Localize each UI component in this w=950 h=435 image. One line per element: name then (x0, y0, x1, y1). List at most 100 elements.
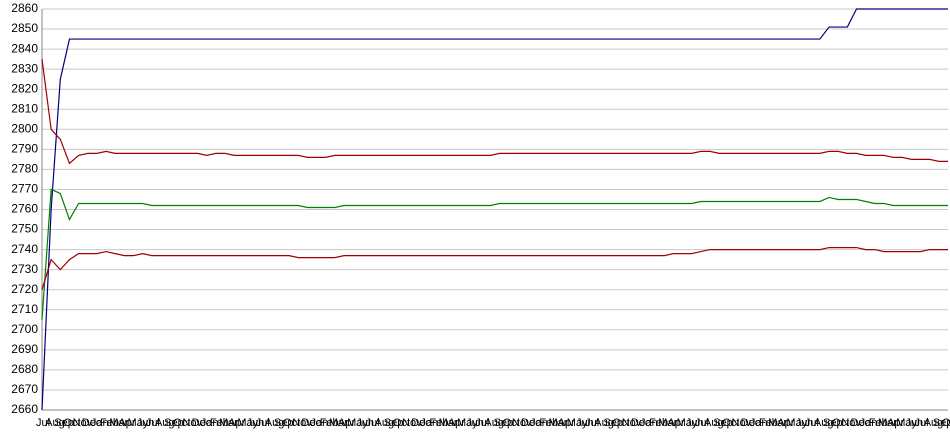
x-tick-label: Feb (320, 417, 339, 429)
series-line (41, 8, 948, 411)
x-tick-label: Aug (924, 417, 944, 429)
x-tick-label: Feb (649, 417, 668, 429)
x-tick-label: Aug (814, 417, 834, 429)
x-tick-label: Dec (631, 417, 651, 429)
x-tick-label: Jan (311, 417, 329, 429)
x-tick-label: Nov (182, 417, 202, 429)
x-tick-label: Apr (667, 417, 684, 429)
x-tick-label: Nov (732, 417, 752, 429)
x-tick-label: Dec (850, 417, 870, 429)
y-tick-label: 2690 (11, 342, 38, 356)
x-tick-label: Jan (860, 417, 878, 429)
x-tick-label: Sep (713, 417, 733, 429)
x-tick-label: Jun (576, 417, 594, 429)
x-tick-label: Oct (832, 417, 849, 429)
x-tick-label: Oct (283, 417, 300, 429)
x-tick-label: Jul (695, 417, 709, 429)
x-tick-label: Jun (686, 417, 704, 429)
x-tick-label: Nov (841, 417, 861, 429)
x-tick-label: Mar (548, 417, 567, 429)
y-tick-label: 2700 (11, 322, 38, 336)
x-tick-label: Nov (292, 417, 312, 429)
y-tick-label: 2820 (11, 81, 38, 95)
x-tick-label: May (786, 417, 807, 429)
y-tick-label: 2800 (11, 121, 38, 135)
x-tick-label: Oct (722, 417, 739, 429)
x-tick-label: Feb (539, 417, 558, 429)
y-tick-label: 2670 (11, 382, 38, 396)
x-tick-label: Oct (503, 417, 520, 429)
x-tick-label: Jan (91, 417, 109, 429)
y-tick-label: 2730 (11, 262, 38, 276)
x-tick-label: Sep (823, 417, 843, 429)
x-tick-label: Feb (759, 417, 778, 429)
x-tick-label: Apr (118, 417, 135, 429)
x-tick-label: Sep (274, 417, 294, 429)
series-line (41, 246, 948, 290)
series-line (41, 188, 948, 320)
x-tick-label: Jul (585, 417, 599, 429)
x-tick-label: Jul (256, 417, 270, 429)
x-tick-label: Jul (365, 417, 379, 429)
x-tick-label: Dec (301, 417, 321, 429)
x-tick-label: Jun (466, 417, 484, 429)
y-tick-label: 2720 (11, 282, 38, 296)
x-tick-label: Jun (246, 417, 264, 429)
x-tick-label: Jun (905, 417, 923, 429)
x-tick-label: May (457, 417, 478, 429)
x-tick-label: Nov (402, 417, 422, 429)
series-line (41, 59, 948, 165)
x-tick-label: Mar (658, 417, 677, 429)
x-tick-label: Mar (109, 417, 128, 429)
y-tick-label: 2790 (11, 142, 38, 156)
x-tick-label: May (237, 417, 258, 429)
x-tick-label: Feb (869, 417, 888, 429)
x-tick-label: Jul (146, 417, 160, 429)
x-tick-label: Sep (933, 417, 950, 429)
x-tick-label: Jan (201, 417, 219, 429)
y-tick-label: 2680 (11, 362, 38, 376)
x-tick-label: Sep (384, 417, 404, 429)
x-tick-label: Aug (484, 417, 504, 429)
x-tick-label: Mar (439, 417, 458, 429)
x-tick-label: Apr (887, 417, 904, 429)
x-tick-label: Nov (73, 417, 93, 429)
x-tick-label: Apr (228, 417, 245, 429)
x-tick-label: Oct (63, 417, 80, 429)
x-tick-label: Mar (768, 417, 787, 429)
x-tick-label: Jun (796, 417, 814, 429)
x-tick-label: Aug (594, 417, 614, 429)
x-tick-label: Sep (164, 417, 184, 429)
x-tick-label: Apr (448, 417, 465, 429)
x-tick-label: Aug (704, 417, 724, 429)
x-tick-label: Jun (356, 417, 374, 429)
x-tick-label: Apr (777, 417, 794, 429)
x-tick-label: Feb (210, 417, 229, 429)
x-tick-label: Oct (393, 417, 410, 429)
y-tick-label: 2830 (11, 61, 38, 75)
x-tick-label: Jan (420, 417, 438, 429)
x-tick-label: May (347, 417, 368, 429)
x-tick-label: Aug (45, 417, 65, 429)
y-tick-label: 2740 (11, 242, 38, 256)
x-tick-label: Mar (329, 417, 348, 429)
x-tick-label: Feb (100, 417, 119, 429)
y-tick-label: 2660 (11, 402, 38, 416)
x-tick-label: Jul (475, 417, 489, 429)
x-tick-label: Sep (603, 417, 623, 429)
x-tick-label: Jul (915, 417, 929, 429)
x-tick-label: Jan (750, 417, 768, 429)
y-tick-label: 2840 (11, 41, 38, 55)
x-tick-label: Aug (155, 417, 175, 429)
x-tick-label: Nov (622, 417, 642, 429)
x-tick-label: Mar (878, 417, 897, 429)
x-tick-label: Jul (36, 417, 50, 429)
x-tick-label: Dec (192, 417, 212, 429)
x-tick-label: Sep (54, 417, 74, 429)
y-tick-label: 2850 (11, 21, 38, 35)
y-tick-label: 2770 (11, 182, 38, 196)
x-tick-label: Dec (741, 417, 761, 429)
x-tick-label: Dec (411, 417, 431, 429)
